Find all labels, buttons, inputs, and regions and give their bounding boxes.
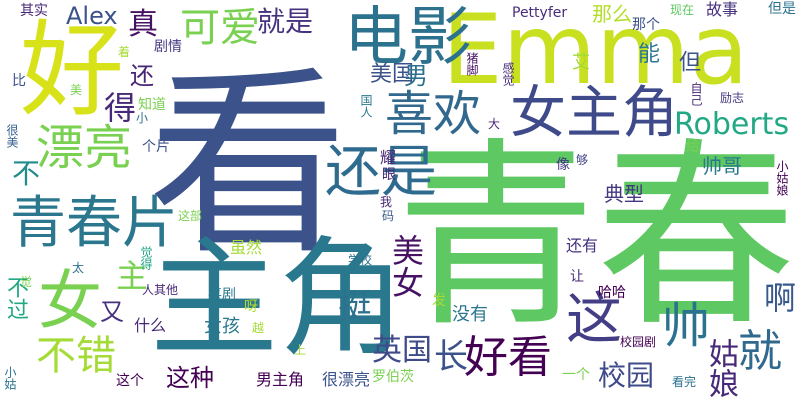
word: 很美 xyxy=(5,124,19,148)
word: 太 xyxy=(72,261,85,275)
word: 眼 xyxy=(382,167,396,183)
word: 这个 xyxy=(116,373,144,389)
word: 长 xyxy=(434,337,468,377)
word: 啊 xyxy=(764,279,797,317)
word: 着 xyxy=(118,45,131,59)
word: 我 xyxy=(380,195,393,209)
word: 小姑 xyxy=(3,366,17,390)
word: 英国 xyxy=(372,333,432,368)
word: 其实 xyxy=(20,3,48,19)
word: 漂亮 xyxy=(36,120,133,176)
word: 姑娘 xyxy=(703,338,738,398)
word: 可爱 xyxy=(180,5,260,51)
word: 罗伯茨 xyxy=(372,369,414,385)
word: 但是 xyxy=(768,1,796,17)
word: 看完 xyxy=(672,375,697,389)
word: 美国 xyxy=(370,62,415,87)
word: 小 xyxy=(136,111,149,125)
word: 还是 xyxy=(325,140,437,205)
word: 让 xyxy=(570,269,584,285)
word: 那么 xyxy=(592,2,632,26)
word: 帅哥 xyxy=(702,154,742,178)
word: 很漂亮 xyxy=(322,370,371,389)
word: 校园 xyxy=(598,359,655,392)
word: 男主角 xyxy=(256,370,305,389)
word: 典型 xyxy=(604,182,644,206)
word: 青春 xyxy=(396,121,797,354)
word: 挺 xyxy=(338,287,372,327)
word: 还有 xyxy=(566,236,599,255)
word: 像 xyxy=(556,157,570,173)
word: 够 xyxy=(576,153,589,167)
word: 电影 xyxy=(344,1,472,75)
word: 女 xyxy=(38,265,102,339)
word: 那个 xyxy=(632,17,660,33)
word: 大 xyxy=(488,117,501,131)
word: 感觉 xyxy=(501,62,515,86)
word: 好 xyxy=(20,9,125,131)
word: 不错 xyxy=(36,333,116,379)
word: 码 xyxy=(382,209,395,223)
word: 看 xyxy=(148,49,349,282)
word: 得 xyxy=(104,89,137,127)
word: 呀 xyxy=(244,299,258,315)
word: 就 xyxy=(738,326,782,377)
word: 这部 xyxy=(178,209,203,223)
word: 这 xyxy=(566,287,622,352)
word: 主角 xyxy=(150,225,407,374)
word: 校园剧 xyxy=(620,335,657,349)
word: 给 xyxy=(686,139,700,155)
word: 发 xyxy=(432,293,446,309)
word: 但 xyxy=(675,50,700,72)
word: Alex xyxy=(66,2,118,30)
word: 还 xyxy=(130,62,154,90)
word: 没有 xyxy=(452,304,488,325)
word: 哈哈 xyxy=(598,285,626,301)
word: 真 xyxy=(128,7,158,42)
word: 故事 xyxy=(706,0,739,19)
word: 好看 xyxy=(464,332,552,383)
word: 主 xyxy=(116,257,149,295)
word: 喜欢 xyxy=(385,86,482,142)
word: 美女 xyxy=(387,234,425,298)
word: 国人 xyxy=(359,94,373,118)
word: 虽然 xyxy=(230,238,263,257)
word: 青春片 xyxy=(10,191,178,256)
word: 不 xyxy=(12,157,41,190)
word: 觉 xyxy=(20,275,33,289)
word: 女孩 xyxy=(204,316,240,337)
word: 人其他 xyxy=(142,283,179,297)
word: 现在 xyxy=(670,3,695,17)
word: 剧情 xyxy=(154,39,182,55)
word: 男 xyxy=(404,62,428,90)
word: 越 xyxy=(252,321,265,335)
word: 自己 xyxy=(689,82,703,106)
word: 就是 xyxy=(257,5,314,38)
word: 这种 xyxy=(166,364,214,392)
word: 喜剧 xyxy=(208,287,236,303)
word: 上 xyxy=(294,343,307,357)
word: 又 xyxy=(100,298,124,326)
word: 知道 xyxy=(138,97,166,113)
word: Roberts xyxy=(674,107,790,142)
word: Emma xyxy=(442,0,749,106)
word: 猪脚 xyxy=(465,52,479,76)
word: 帅 xyxy=(662,298,711,354)
word: 小姑娘 xyxy=(775,160,789,196)
word: 女主角 xyxy=(510,81,678,146)
word: 艾 xyxy=(572,52,590,73)
word: 能 xyxy=(638,42,661,67)
word: 个片 xyxy=(142,139,170,155)
word: Pettyfer xyxy=(512,5,568,21)
word: 学校 xyxy=(348,253,373,267)
word: 耀 xyxy=(380,148,397,167)
word: 觉得 xyxy=(139,246,153,270)
word: 一个 xyxy=(562,367,590,383)
word: 励志 xyxy=(720,91,745,105)
word: 什么 xyxy=(134,316,167,335)
word: 不过 xyxy=(3,276,28,320)
word: 比 xyxy=(12,73,26,89)
word: 美 xyxy=(70,83,83,97)
